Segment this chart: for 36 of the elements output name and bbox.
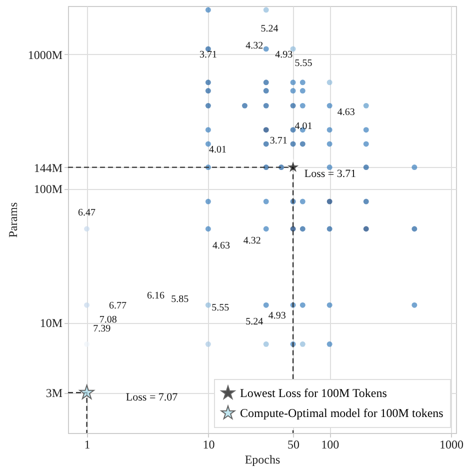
x-tick-label: 100 bbox=[321, 438, 340, 452]
annotation: 5.24 bbox=[260, 24, 278, 35]
annotation: 4.01 bbox=[209, 144, 227, 156]
annotation: 5.24 bbox=[246, 316, 264, 328]
annotation: 3.71 bbox=[270, 135, 288, 146]
annotation: 4.93 bbox=[268, 310, 286, 322]
annotation: 3.71 bbox=[199, 49, 217, 60]
annotation: 6.77 bbox=[109, 300, 127, 312]
y-tick-label: 3M bbox=[46, 386, 63, 400]
annotation: 5.55 bbox=[294, 58, 312, 69]
x-tick-label: 1000 bbox=[439, 438, 464, 452]
annotation: 7.08 bbox=[99, 314, 117, 326]
annotation: 5.85 bbox=[171, 294, 189, 305]
annotation: 6.47 bbox=[78, 208, 96, 219]
y-tick-label: 100M bbox=[34, 182, 63, 196]
annotation: 4.32 bbox=[246, 40, 264, 52]
annotation: 4.32 bbox=[243, 235, 261, 246]
annotation: 4.63 bbox=[337, 107, 355, 118]
y-tick-label: 144M bbox=[34, 160, 63, 175]
annotation: Loss = 7.07 bbox=[126, 392, 178, 404]
y-tick-label: 1000M bbox=[28, 48, 63, 62]
annotation: Loss = 3.71 bbox=[304, 168, 356, 180]
x-tick-label: 1 bbox=[84, 438, 90, 452]
x-axis-title: Epochs bbox=[244, 452, 280, 466]
x-tick-label: 10 bbox=[202, 438, 215, 452]
legend-label: Lowest Loss for 100M Tokens bbox=[240, 386, 388, 400]
annotation: 7.39 bbox=[93, 324, 111, 335]
annotation: 4.93 bbox=[275, 49, 293, 60]
y-axis-title: Params bbox=[6, 202, 20, 238]
annotation: 4.63 bbox=[212, 240, 230, 252]
annotation: 5.55 bbox=[212, 302, 230, 314]
annotation: 6.16 bbox=[147, 290, 165, 302]
legend-label: Compute-Optimal model for 100M tokens bbox=[240, 406, 444, 420]
x-tick-label: 50 bbox=[288, 438, 300, 452]
y-tick-label: 10M bbox=[40, 316, 63, 330]
annotation: 4.01 bbox=[294, 121, 312, 132]
